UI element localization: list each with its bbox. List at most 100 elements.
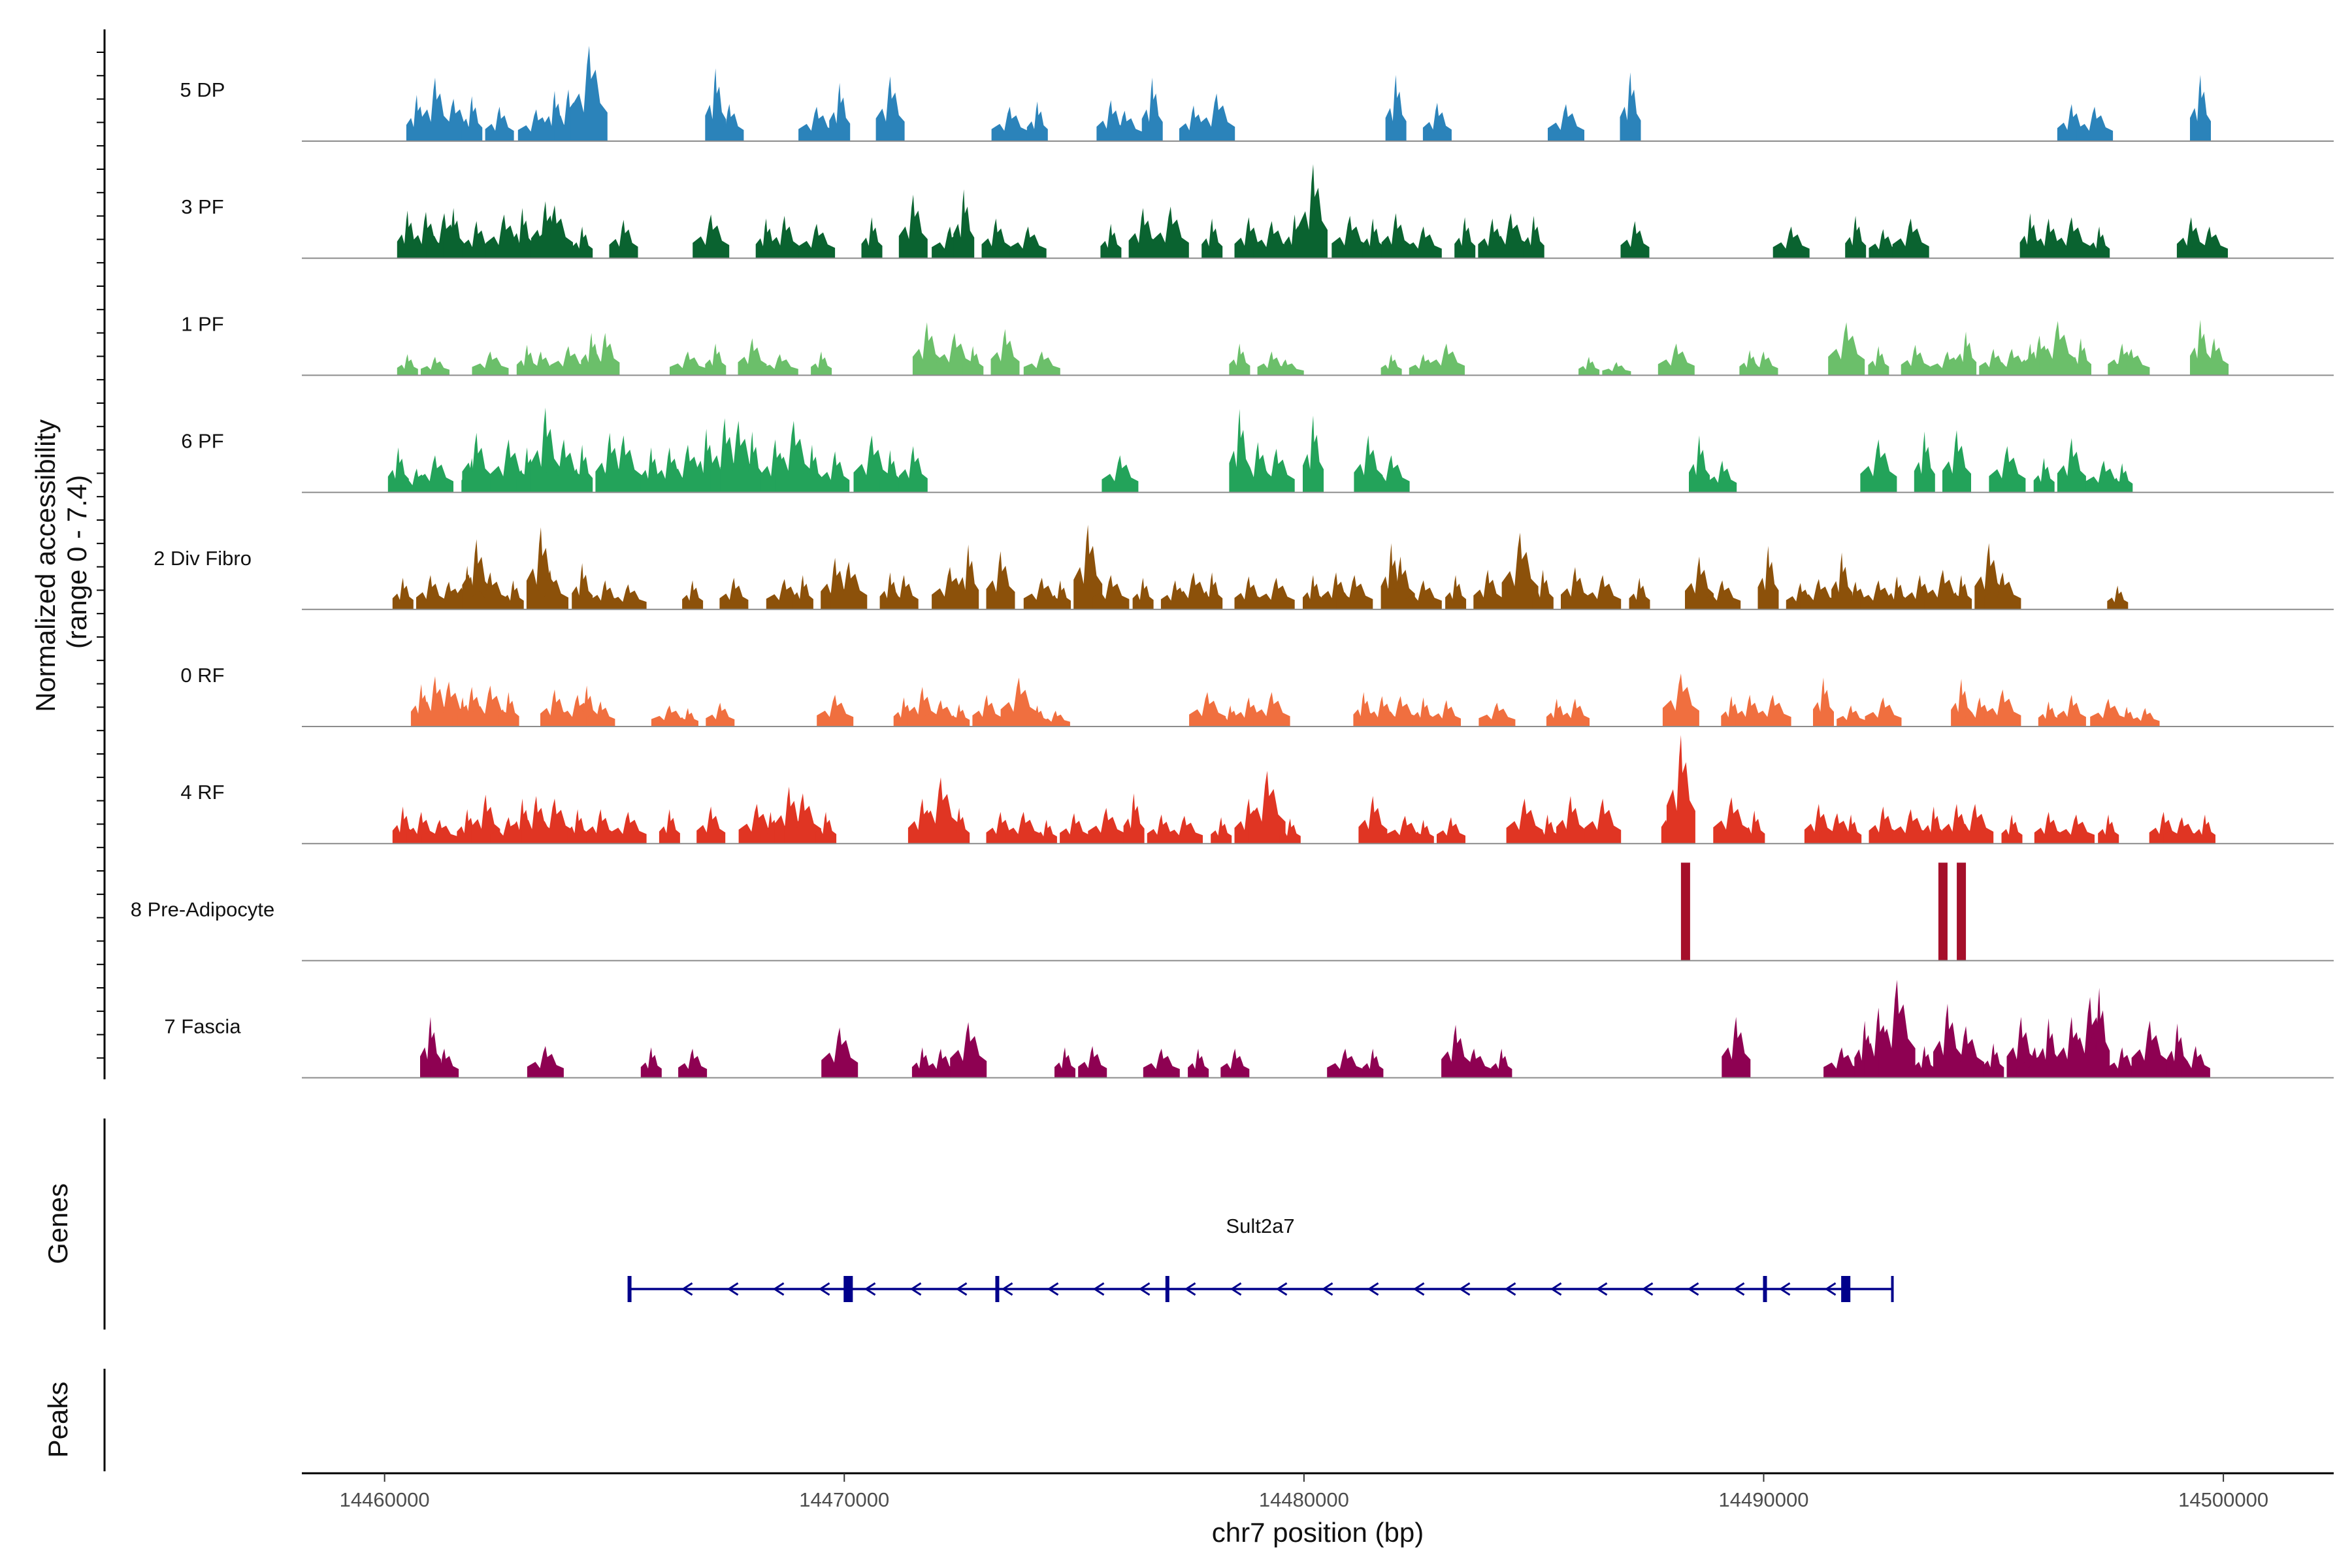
- coverage-peak: [1100, 223, 1122, 259]
- coverage-peak: [2034, 811, 2063, 844]
- coverage-peak: [1957, 804, 1994, 844]
- strand-arrow: [1184, 1282, 1196, 1296]
- coverage-peak: [1437, 817, 1465, 844]
- coverage-peak: [1955, 331, 1977, 376]
- coverage-peak: [1385, 74, 1407, 141]
- coverage-peak: [1708, 461, 1737, 493]
- coverage-peak: [526, 351, 555, 376]
- coverage-peak: [462, 221, 491, 259]
- coverage-peak: [1704, 580, 1741, 610]
- coverage-peak: [670, 351, 706, 376]
- coverage-peak: [875, 76, 905, 141]
- coverage-peak: [1432, 700, 1461, 727]
- coverage-peak: [1023, 351, 1060, 376]
- coverage-peak: [1257, 351, 1286, 376]
- gene-exon: [1763, 1276, 1767, 1302]
- coverage-peak: [512, 208, 533, 259]
- genes-panel: Genes Sult2a7: [42, 1119, 1894, 1330]
- coverage-peak: [792, 575, 813, 610]
- coverage-peak: [1548, 104, 1584, 141]
- coverage-peak: [420, 1017, 441, 1078]
- strand-arrow: [955, 1282, 968, 1296]
- track-label: 0 RF: [180, 664, 224, 687]
- coverage-peak: [1620, 72, 1641, 141]
- coverage-peak: [1299, 164, 1328, 259]
- coverage-peak: [1629, 578, 1650, 610]
- coverage-peak: [990, 329, 1020, 376]
- coverage-peak: [2053, 217, 2090, 259]
- coverage-peak: [696, 806, 726, 844]
- gene-exon: [995, 1276, 1000, 1302]
- coverage-peak: [2107, 585, 2129, 610]
- coverage-peak: [1831, 552, 1853, 610]
- coverage-peak: [1561, 566, 1590, 610]
- coverage-peak: [1828, 322, 1865, 376]
- x-axis-ticks: 14460000 14470000 14480000 14490000 14500000: [340, 1473, 2268, 1511]
- coverage-peak: [1258, 448, 1295, 493]
- coverage-peak: [572, 444, 593, 493]
- coverage-peak: [498, 692, 519, 727]
- coverage-peak: [1201, 218, 1223, 259]
- coverage-peak: [2070, 338, 2091, 376]
- coverage-peak: [1868, 346, 1889, 376]
- coverage-peak: [1685, 556, 1714, 610]
- track-label: 3 PF: [181, 195, 223, 218]
- coverage-peak: [1054, 1047, 1075, 1078]
- coverage-peak: [1823, 1047, 1861, 1078]
- coverage-peak: [1523, 216, 1544, 259]
- coverage-peak: [2195, 814, 2215, 844]
- coverage-peak: [421, 357, 449, 376]
- coverage-peak: [784, 793, 821, 844]
- coverage-peak: [898, 446, 928, 493]
- coverage-peak: [1382, 696, 1419, 727]
- strand-arrow: [1047, 1282, 1059, 1296]
- strand-arrow: [1138, 1282, 1151, 1296]
- coverage-peak: [1578, 357, 1600, 376]
- coverage-peak: [1088, 808, 1125, 844]
- track-label: 2 Div Fibro: [154, 547, 252, 570]
- coverage-peak: [1754, 694, 1791, 727]
- coverage-peak: [1009, 226, 1047, 259]
- coverage-peak: [1380, 354, 1402, 376]
- coverage-peak: [485, 106, 514, 141]
- track-5-dp: 5 DP: [180, 46, 2334, 142]
- coverage-peak: [1249, 770, 1286, 844]
- coverage-peak: [1445, 575, 1467, 610]
- coverage-peak: [1073, 525, 1103, 610]
- coverage-peak: [609, 220, 638, 259]
- coverage-peak: [981, 218, 1011, 259]
- coverage-peak: [462, 539, 491, 610]
- coverage-peak: [1229, 408, 1250, 493]
- coverage-peak: [1901, 344, 1930, 376]
- gene-name-label: Sult2a7: [1226, 1215, 1294, 1237]
- coverage-peak: [472, 572, 509, 610]
- coverage-peak: [972, 694, 1002, 727]
- x-tick-label: 14470000: [799, 1488, 889, 1511]
- coverage-peak: [2190, 74, 2211, 141]
- track-6-pf: 6 PF: [181, 407, 2334, 493]
- coverage-peak: [2131, 708, 2160, 727]
- coverage-peak: [821, 451, 850, 493]
- coverage-peak: [443, 208, 465, 259]
- coverage-peak: [1336, 575, 1373, 610]
- coverage-peak: [471, 794, 500, 844]
- coverage-peak: [1989, 446, 2026, 493]
- strand-arrow: [772, 1282, 785, 1296]
- coverage-peak: [1948, 1026, 1985, 1078]
- coverage-peak: [1492, 213, 1529, 259]
- coverage-peak: [682, 580, 704, 610]
- coverage-peak: [953, 189, 975, 259]
- coverage-peak: [1800, 579, 1837, 610]
- coverage-peak: [958, 544, 979, 610]
- coverage-peak: [1198, 93, 1235, 141]
- strand-arrow: [864, 1282, 876, 1296]
- coverage-peak: [462, 433, 491, 493]
- coverage-axis-ticks: [97, 52, 105, 1059]
- coverage-peak: [1537, 814, 1558, 844]
- strand-arrow: [1275, 1282, 1288, 1296]
- strand-arrow: [681, 1282, 693, 1296]
- coverage-peak: [2038, 1018, 2059, 1078]
- coverage-peak: [1886, 576, 1908, 610]
- strand-arrow: [1504, 1282, 1516, 1296]
- coverage-peak: [502, 580, 524, 610]
